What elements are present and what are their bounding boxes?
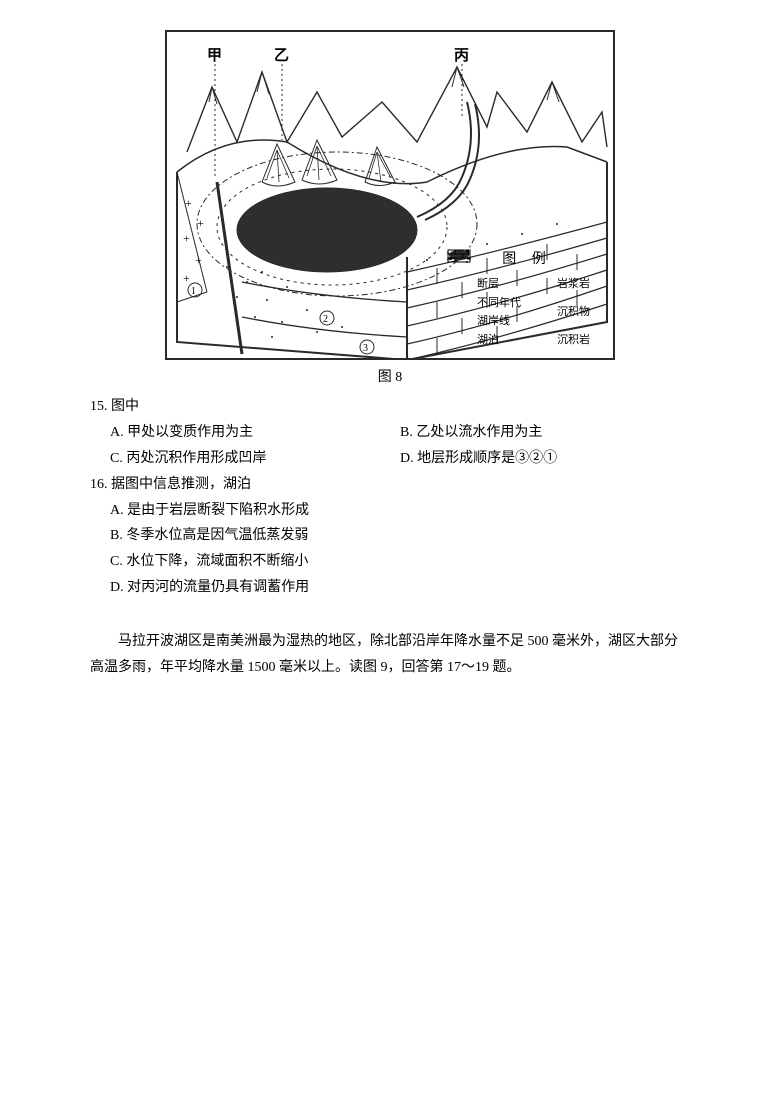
igneous-icon: + + [527,277,553,291]
svg-text:+: + [183,271,190,285]
label-yi: 乙 [274,44,289,65]
legend-igneous: 岩浆岩 [557,276,590,294]
label-jia: 甲 [207,44,222,65]
legend-sedrock: 沉积岩 [557,332,590,350]
svg-text:+: + [197,216,204,230]
question-16: 16. 据图中信息推测，湖泊 A. 是由于岩层断裂下陷积水形成 B. 冬季水位高… [90,472,690,601]
label-bing: 丙 [454,44,469,65]
q16-opt-a: A. 是由于岩层断裂下陷积水形成 [110,498,690,524]
q15-opt-c: C. 丙处沉积作用形成凹岸 [110,446,400,472]
fault-icon [447,277,473,291]
lake-icon [447,334,473,348]
legend-shoreline: 不同年代 湖岸线 [477,295,521,330]
svg-text:2: 2 [323,314,328,325]
figure-container: + + + + + 1 2 3 [90,30,690,360]
legend-lake: 湖泊 [477,332,499,350]
q15-opt-a: A. 甲处以变质作用为主 [110,420,400,446]
svg-text:+: + [195,253,202,267]
q16-opt-c: C. 水位下降，流域面积不断缩小 [110,549,690,575]
shoreline-icon [447,306,473,320]
legend-title: 图 例 [447,249,607,271]
passage-text: 马拉开波湖区是南美洲最为湿热的地区，除北部沿岸年降水量不足 500 毫米外，湖区… [90,629,690,681]
geology-figure: + + + + + 1 2 3 [165,30,615,360]
legend-fault: 断层 [477,276,499,294]
q15-opt-b: B. 乙处以流水作用为主 [400,420,690,446]
legend: 图 例 断层 + + 岩浆岩 不同年代 湖岸线 沉积物 [447,249,607,352]
legend-sediment: 沉积物 [557,304,590,322]
svg-text:1: 1 [191,286,196,297]
svg-text:+: + [183,231,190,245]
q16-opt-d: D. 对丙河的流量仍具有调蓄作用 [110,575,690,601]
svg-text:+: + [185,196,192,210]
sedrock-icon [527,334,553,348]
q16-stem: 16. 据图中信息推测，湖泊 [90,472,690,498]
sediment-icon [527,306,553,320]
question-15: 15. 图中 A. 甲处以变质作用为主 B. 乙处以流水作用为主 C. 丙处沉积… [90,394,690,472]
q16-opt-b: B. 冬季水位高是因气温低蒸发弱 [110,523,690,549]
figure-caption: 图 8 [90,366,690,386]
q15-opt-d: D. 地层形成顺序是③②① [400,446,690,472]
svg-text:3: 3 [363,343,368,354]
q15-stem: 15. 图中 [90,394,690,420]
